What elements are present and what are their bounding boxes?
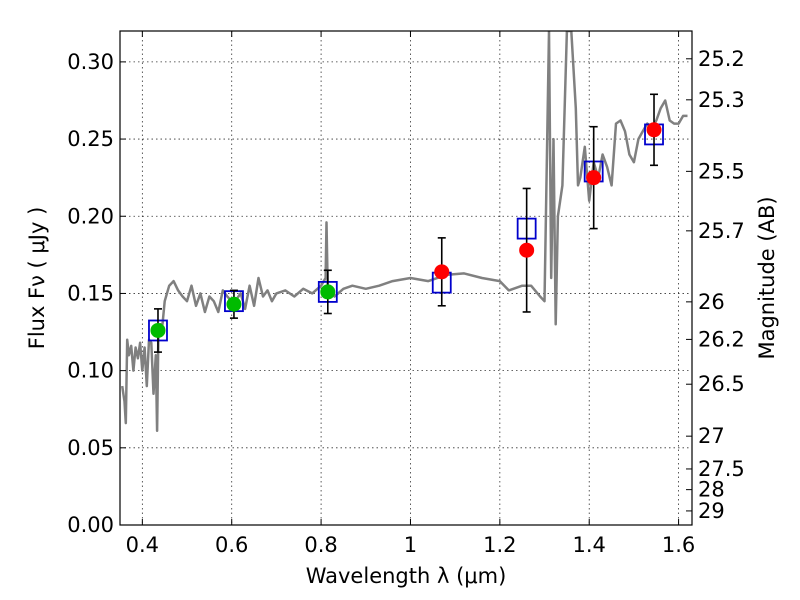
y-tick-label: 0.15 bbox=[67, 281, 114, 305]
x-tick-label: 1.6 bbox=[662, 533, 695, 557]
mag-tick-label: 28 bbox=[698, 478, 725, 502]
plot-frame bbox=[119, 30, 693, 526]
space-data-point bbox=[586, 170, 602, 186]
mag-tick-label: 26 bbox=[698, 290, 725, 314]
mag-tick-label: 25.5 bbox=[698, 159, 745, 183]
y-tick-label: 0.00 bbox=[67, 513, 114, 537]
x-tick-label: 0.8 bbox=[304, 533, 337, 557]
plot-area bbox=[120, 31, 688, 433]
ticks bbox=[120, 31, 692, 526]
space-data-point bbox=[519, 242, 535, 258]
x-tick-label: 1 bbox=[404, 533, 417, 557]
x-tick-label: 0.6 bbox=[215, 533, 248, 557]
x-tick-label: 1.4 bbox=[573, 533, 606, 557]
mag-tick-label: 27.5 bbox=[698, 457, 745, 481]
y-tick-label: 0.05 bbox=[67, 436, 114, 460]
ground-data-point bbox=[150, 322, 166, 338]
mag-tick-label: 25.2 bbox=[698, 47, 745, 71]
ground-data-point bbox=[320, 284, 336, 300]
x-axis-label: Wavelength λ (μm) bbox=[306, 564, 507, 588]
x-tick-label: 1.2 bbox=[483, 533, 516, 557]
y-axis-label: Flux Fν ( μJy ) bbox=[25, 207, 49, 350]
mag-tick-label: 29 bbox=[698, 499, 725, 523]
mag-tick-label: 27 bbox=[698, 424, 725, 448]
x-tick-label: 0.4 bbox=[126, 533, 159, 557]
y-tick-label: 0.20 bbox=[67, 204, 114, 228]
mag-tick-label: 25.7 bbox=[698, 219, 745, 243]
y-tick-label: 0.30 bbox=[67, 50, 114, 74]
mag-tick-label: 26.2 bbox=[698, 327, 745, 351]
mag-tick-label: 26.5 bbox=[698, 372, 745, 396]
tick-labels: 0.4 0.6 0.8 1 1.2 1.4 1.6 0.00 0.05 0.10 0.15 0.20 0… bbox=[67, 47, 745, 557]
ground-data-point bbox=[226, 296, 242, 312]
space-data-point bbox=[434, 264, 450, 280]
y-tick-label: 0.10 bbox=[67, 359, 114, 383]
space-data-point bbox=[646, 122, 662, 138]
mag-tick-label: 25.3 bbox=[698, 88, 745, 112]
y-tick-label: 0.25 bbox=[67, 127, 114, 151]
right-axis-label: Magnitude (AB) bbox=[755, 196, 779, 359]
